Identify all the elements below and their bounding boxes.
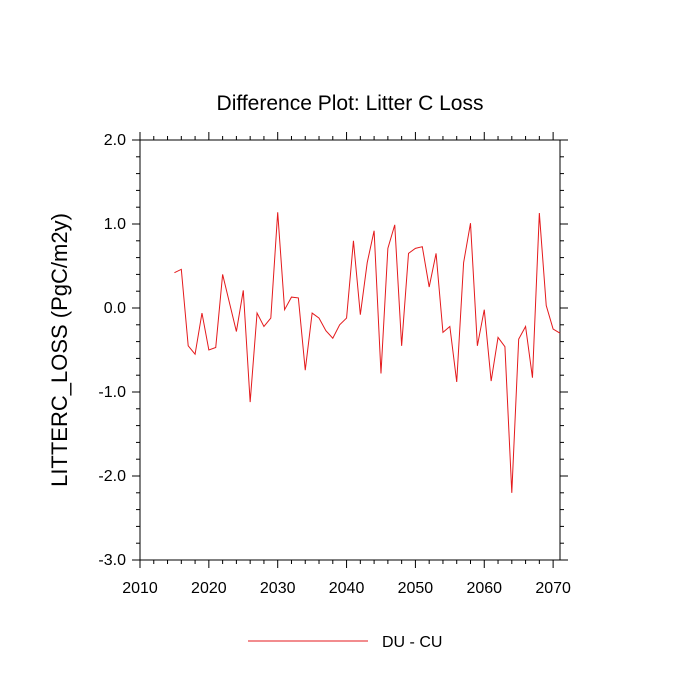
y-tick-label: 2.0 — [104, 132, 126, 149]
y-tick-label: -3.0 — [98, 552, 126, 569]
y-tick-label: 0.0 — [104, 300, 126, 317]
x-tick-label: 2040 — [329, 580, 365, 597]
x-tick-label: 2050 — [398, 580, 434, 597]
x-tick-label: 2030 — [260, 580, 296, 597]
y-tick-label: -2.0 — [98, 468, 126, 485]
x-tick-label: 2070 — [535, 580, 571, 597]
y-tick-label: -1.0 — [98, 384, 126, 401]
plot-frame — [139, 139, 561, 561]
legend: DU - CU — [248, 634, 442, 651]
x-tick-label: 2060 — [466, 580, 502, 597]
x-tick-label: 2020 — [191, 580, 227, 597]
legend-label: DU - CU — [382, 634, 442, 651]
axes: -3.0 -2.0 -1.0 0.0 1.0 2.0 2010 2020 2030 2040 205… — [98, 132, 571, 597]
plot-area — [174, 212, 561, 493]
y-axis-label: LITTERC_LOSS (PgC/m2y) — [47, 213, 72, 487]
series-line — [174, 212, 561, 493]
y-tick-label: 1.0 — [104, 216, 126, 233]
chart-title: Difference Plot: Litter C Loss — [217, 92, 484, 115]
x-tick-label: 2010 — [122, 580, 158, 597]
